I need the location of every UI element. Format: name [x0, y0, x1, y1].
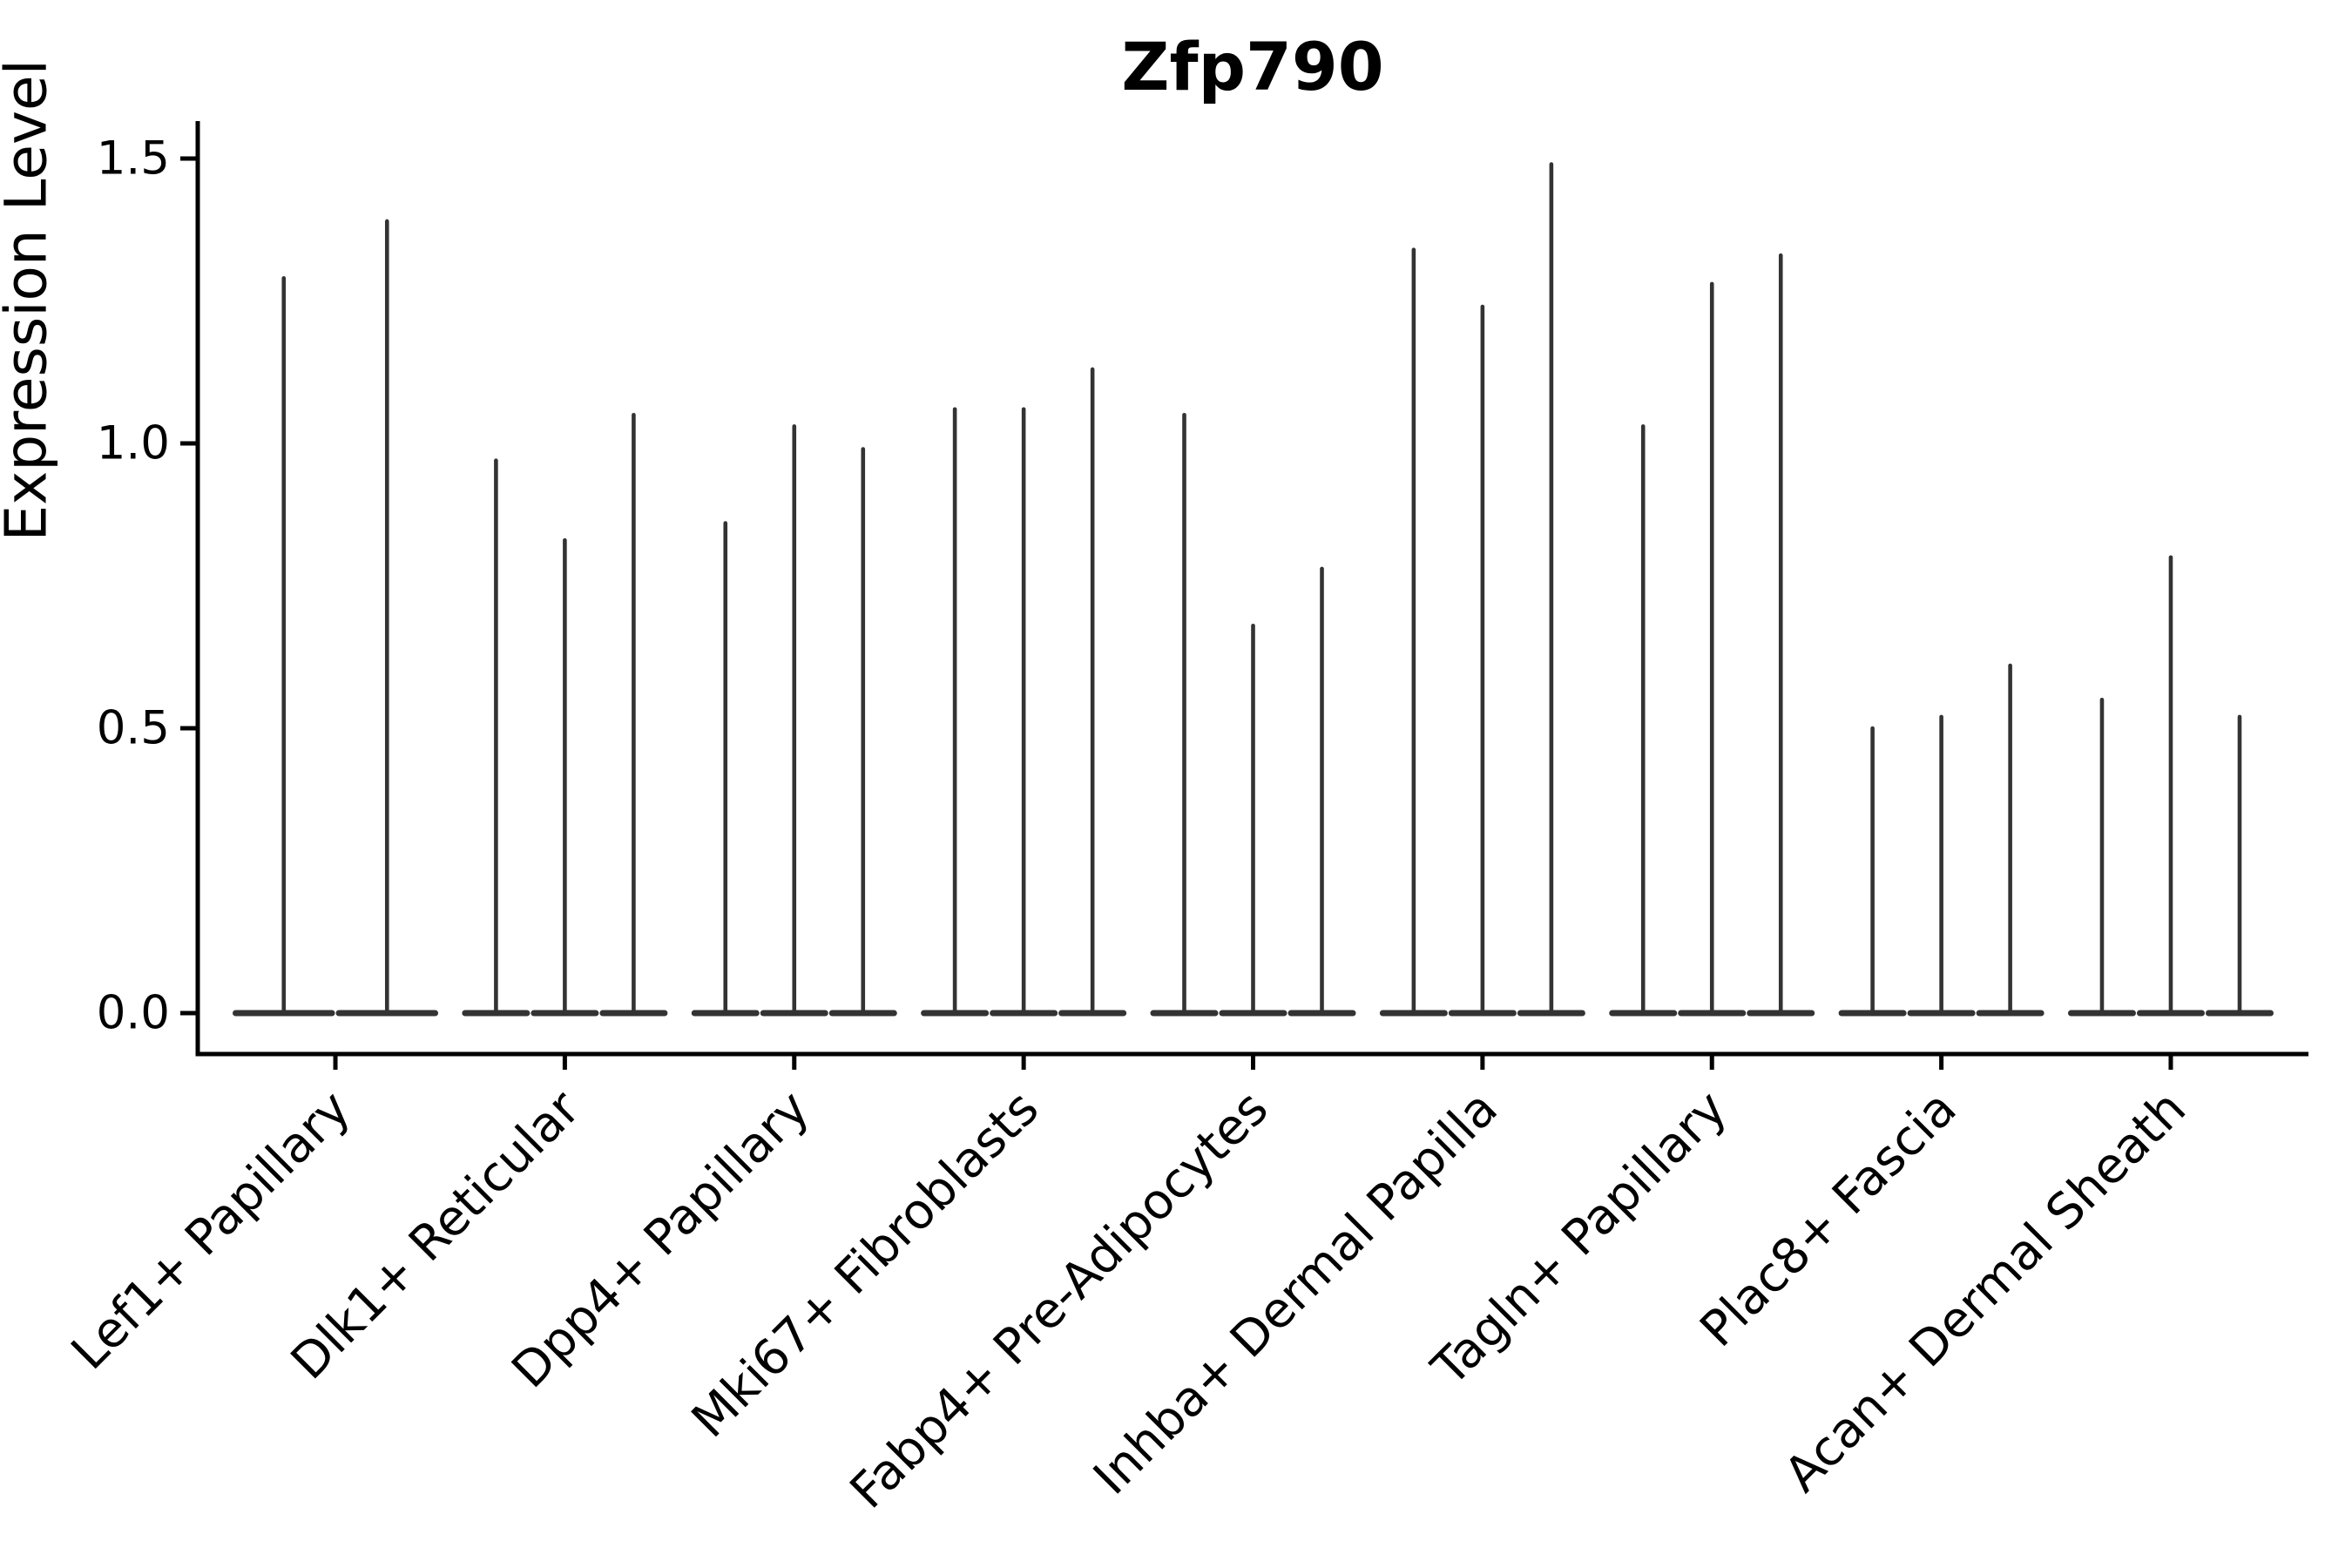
x-category-label: Inhba+ Dermal Papilla [1083, 1080, 1509, 1506]
x-category-label: Fabp4+ Pre-Adipocytes [840, 1080, 1280, 1520]
y-tick-label: 0.0 [97, 987, 170, 1040]
x-category-label: Acan+ Dermal Sheath [1774, 1080, 2197, 1504]
y-tick-label: 0.5 [97, 702, 170, 755]
chart-title: Zfp790 [1121, 28, 1384, 105]
y-tick-label: 1.0 [97, 417, 170, 470]
y-tick-label: 1.5 [97, 132, 170, 186]
